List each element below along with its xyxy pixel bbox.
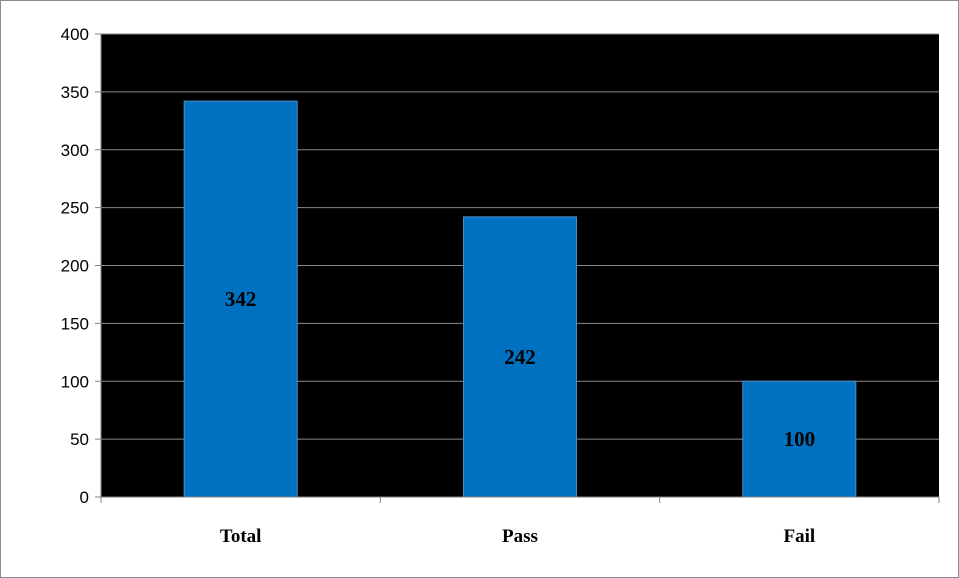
y-tick-label: 100	[61, 372, 89, 391]
y-tick-label: 150	[61, 314, 89, 333]
y-tick-label: 0	[80, 488, 89, 507]
y-tick-label: 350	[61, 83, 89, 102]
bars	[183, 100, 857, 498]
category-label-pass: Pass	[502, 526, 538, 547]
y-tick-label: 200	[61, 257, 89, 276]
data-label-fail: 100	[784, 427, 816, 451]
category-labels: Total Pass Fail	[220, 526, 815, 547]
y-tick-label: 250	[61, 199, 89, 218]
data-label-pass: 242	[504, 345, 536, 369]
data-label-total: 342	[225, 287, 257, 311]
y-tick-label: 400	[61, 25, 89, 44]
y-tick-label: 300	[61, 141, 89, 160]
data-labels: 342 242 100	[225, 287, 815, 451]
bar-fail	[742, 380, 857, 498]
axes	[95, 33, 940, 503]
y-tick-label: 50	[70, 430, 89, 449]
category-label-total: Total	[220, 526, 262, 547]
category-label-fail: Fail	[783, 526, 815, 547]
bar-total	[183, 100, 298, 498]
bar-pass	[463, 216, 577, 498]
y-tick-labels: 0 50 100 150 200 250 300 350 400	[61, 25, 89, 507]
